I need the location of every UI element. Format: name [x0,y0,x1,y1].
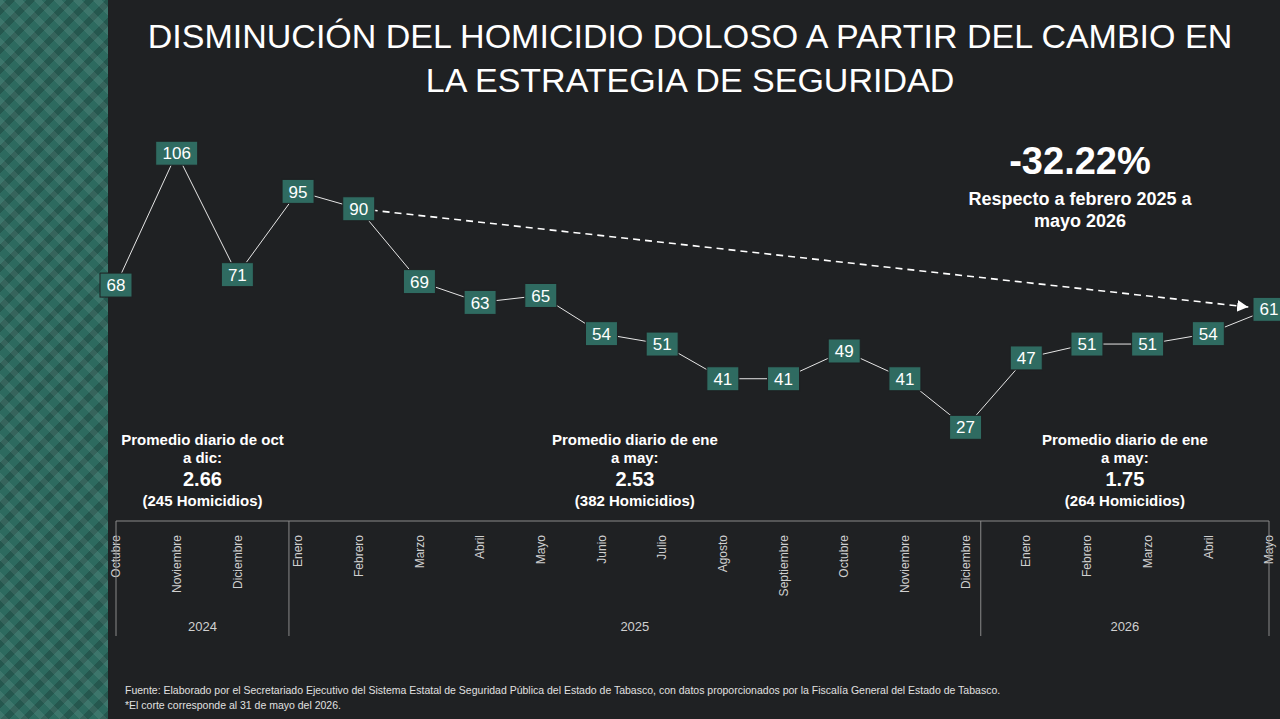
svg-text:Abril: Abril [1202,535,1216,559]
svg-text:61: 61 [1260,300,1279,319]
svg-text:Diciembre: Diciembre [231,535,245,589]
svg-text:68: 68 [107,276,126,295]
html-text:(264 Homicidios): (264 Homicidios) [1064,492,1185,509]
svg-text:Mayo: Mayo [1262,535,1276,565]
svg-text:Octubre: Octubre [109,535,123,578]
svg-text:2024: 2024 [188,619,217,634]
svg-text:Noviembre: Noviembre [170,535,184,593]
svg-text:54: 54 [1199,325,1218,344]
html-text:(382 Homicidios): (382 Homicidios) [574,492,695,509]
svg-text:2025: 2025 [620,619,649,634]
svg-text:41: 41 [774,370,793,389]
svg-text:Enero: Enero [291,535,305,567]
svg-text:51: 51 [653,335,672,354]
svg-text:49: 49 [835,342,854,361]
svg-text:Marzo: Marzo [1141,535,1155,569]
svg-text:51: 51 [1077,335,1096,354]
svg-text:Febrero: Febrero [1080,535,1094,577]
html-text:Respecto a febrero 2025 a mayo: Respecto a febrero 2025 a mayo 2026 [968,189,1192,231]
svg-text:2026: 2026 [1110,619,1139,634]
svg-text:Enero: Enero [1019,535,1033,567]
svg-text:65: 65 [531,287,550,306]
html-text:Fuente: Elaborado por el Secre: Fuente: Elaborado por el Secretariado Ej… [125,684,1001,696]
svg-text:Abril: Abril [473,535,487,559]
svg-text:106: 106 [162,144,190,163]
svg-text:69: 69 [410,273,429,292]
svg-text:63: 63 [471,294,490,313]
svg-text:51: 51 [1138,335,1157,354]
html-text:2.66: 2.66 [183,468,222,490]
html-text:(245 Homicidios): (245 Homicidios) [142,492,263,509]
svg-text:41: 41 [895,370,914,389]
svg-text:Diciembre: Diciembre [959,535,973,589]
svg-text:27: 27 [956,418,975,437]
html-text:1.75: 1.75 [1105,468,1145,490]
svg-text:Octubre: Octubre [837,535,851,578]
svg-text:47: 47 [1017,349,1036,368]
svg-text:Mayo: Mayo [534,535,548,565]
svg-text:Septiembre: Septiembre [777,535,791,597]
html-text:2.53: 2.53 [615,468,655,490]
html-text:Promedio diario de oct a dic:: Promedio diario de oct a dic: [121,431,284,466]
svg-text:95: 95 [289,183,308,202]
svg-text:90: 90 [349,200,368,219]
svg-text:Noviembre: Noviembre [898,535,912,593]
html-text:DISMINUCIÓN DEL HOMICIDIO DOLO: DISMINUCIÓN DEL HOMICIDIO DOLOSO A PARTI… [147,17,1233,99]
svg-text:Agosto: Agosto [716,535,730,573]
svg-text:54: 54 [592,325,611,344]
svg-text:Julio: Julio [655,535,669,560]
svg-text:Febrero: Febrero [352,535,366,577]
svg-text:Junio: Junio [595,535,609,564]
html-text:Promedio diario de ene a may:: Promedio diario de ene a may: [551,431,718,466]
html-text:*El corte corresponde al 31 de: *El corte corresponde al 31 de mayo del … [125,699,341,711]
svg-text:41: 41 [713,370,732,389]
html-text:-32.22%: -32.22% [1009,140,1151,182]
svg-text:Marzo: Marzo [413,535,427,569]
svg-text:71: 71 [228,266,247,285]
html-text:Promedio diario de ene a may:: Promedio diario de ene a may: [1041,431,1208,466]
